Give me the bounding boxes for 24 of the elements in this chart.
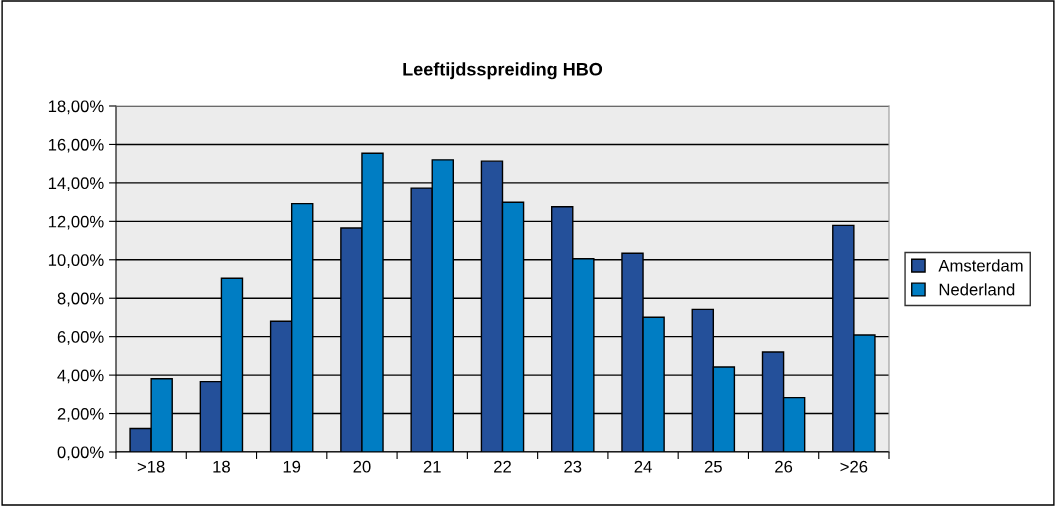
y-tick-label: 18,00% [48,100,104,115]
x-tick-label: >26 [840,460,868,473]
y-tick-label: 6,00% [57,331,104,345]
x-tick-label: 24 [634,460,652,473]
y-tick-label: 12,00% [48,215,104,230]
y-tick-label: 4,00% [57,369,104,384]
x-tick-label: 22 [494,460,511,473]
x-tick-label: 20 [353,460,371,473]
legend-label: Amsterdam [938,259,1023,272]
x-tick-label: 18 [213,460,230,473]
chart-title: Leeftijdsspreiding HBO [403,62,603,80]
x-tick-label: 23 [564,460,582,473]
y-tick-label: 8,00% [57,292,104,307]
x-tick-label: 19 [283,460,301,473]
x-tick-label: 21 [423,460,441,473]
x-tick-label: >18 [137,460,165,473]
y-tick-label: 16,00% [48,138,104,153]
y-tick-label: 10,00% [48,254,104,268]
legend-label: Nederland [939,283,1015,296]
x-tick-label: 25 [704,460,722,473]
y-tick-label: 2,00% [57,407,104,422]
x-tick-label: 26 [775,460,793,473]
y-tick-label: 14,00% [48,177,104,192]
y-tick-label: 0,00% [57,446,104,461]
